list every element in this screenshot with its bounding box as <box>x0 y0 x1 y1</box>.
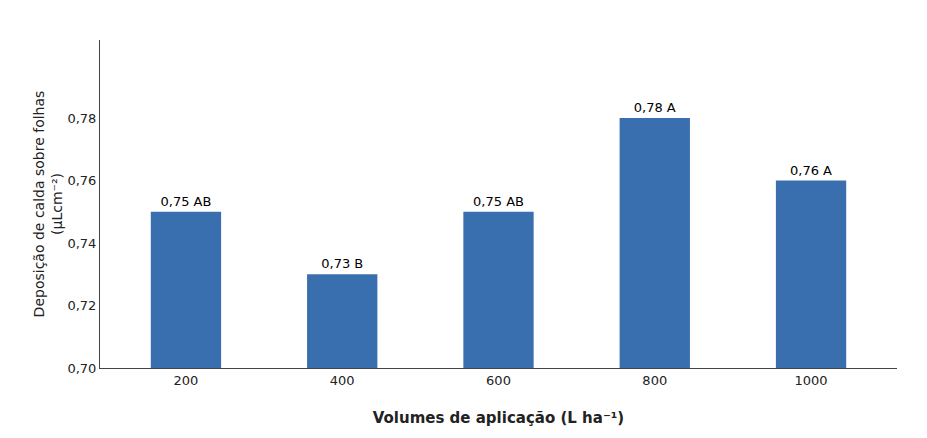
svg-text:0,74: 0,74 <box>67 236 96 251</box>
svg-text:200: 200 <box>174 373 199 388</box>
svg-text:0,78: 0,78 <box>67 111 96 126</box>
svg-text:0,73 B: 0,73 B <box>321 256 363 271</box>
svg-text:0,70: 0,70 <box>67 361 96 376</box>
svg-text:Volumes de aplicação (L ha⁻¹): Volumes de aplicação (L ha⁻¹) <box>373 409 624 427</box>
svg-text:0,72: 0,72 <box>67 298 96 313</box>
svg-text:0,75 AB: 0,75 AB <box>161 194 212 209</box>
svg-text:600: 600 <box>486 373 511 388</box>
svg-text:Deposição de calda sobre folha: Deposição de calda sobre folhas(μLcm⁻²) <box>31 91 65 318</box>
svg-text:800: 800 <box>642 373 667 388</box>
svg-text:0,78 A: 0,78 A <box>634 100 676 115</box>
svg-text:400: 400 <box>330 373 355 388</box>
svg-text:1000: 1000 <box>795 373 828 388</box>
svg-text:0,75 AB: 0,75 AB <box>473 194 524 209</box>
svg-text:0,76: 0,76 <box>67 173 96 188</box>
svg-text:0,76 A: 0,76 A <box>790 163 832 178</box>
